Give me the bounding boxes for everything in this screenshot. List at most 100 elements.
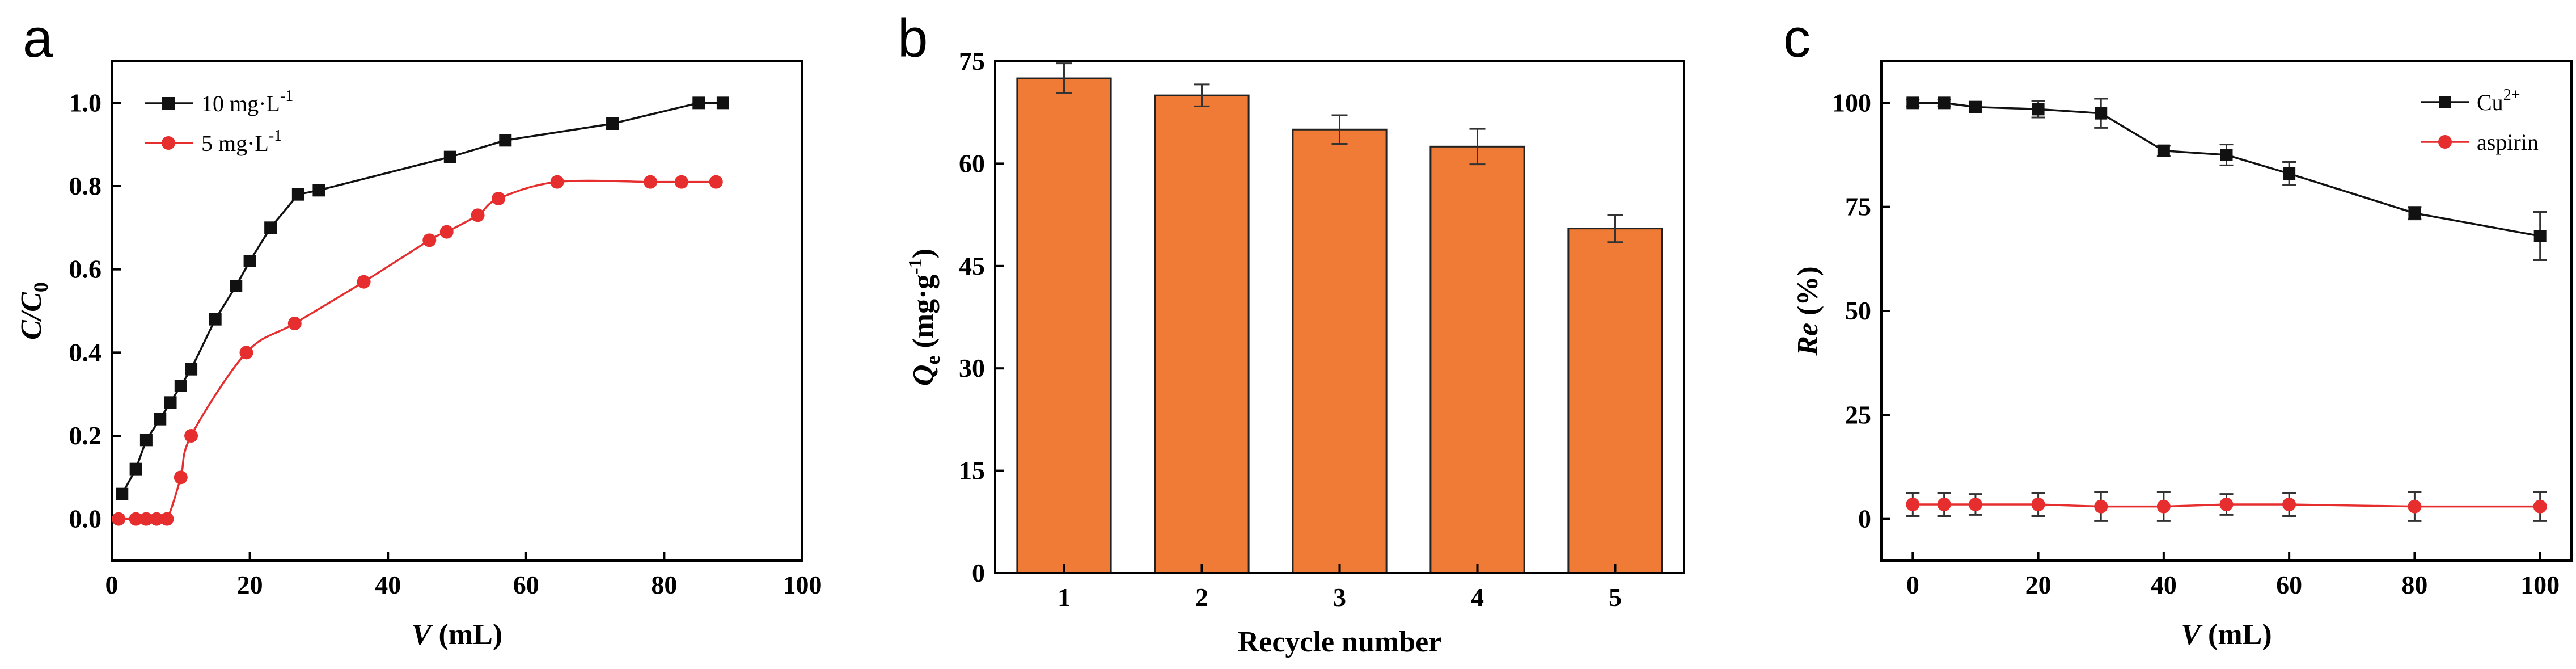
data-point <box>230 280 243 292</box>
x-tick-label: 100 <box>783 570 822 599</box>
plot-frame <box>111 60 803 562</box>
x-tick-label: 0 <box>105 570 119 599</box>
data-point <box>499 134 512 147</box>
x-tick-label: 80 <box>2401 570 2427 599</box>
data-point <box>160 512 174 526</box>
y-axis-unit-sup: -1 <box>905 258 926 274</box>
data-point <box>709 175 723 189</box>
y-tick-label: 100 <box>1832 88 1871 117</box>
legend-sup: -1 <box>280 87 293 105</box>
y-tick-label: 0.8 <box>69 171 102 200</box>
legend-name: 10 mg·L <box>201 91 280 116</box>
y-tick-label: 30 <box>959 354 985 382</box>
data-point <box>2157 144 2170 157</box>
x-tick-label: 4 <box>1471 583 1484 612</box>
panel-letter: c <box>1783 8 1811 69</box>
x-tick-label: 100 <box>2520 570 2560 599</box>
data-point <box>209 313 222 326</box>
data-point <box>129 462 142 476</box>
legend-entry: Cu2+ <box>2477 86 2520 115</box>
data-point <box>291 188 304 201</box>
data-point <box>439 225 454 239</box>
bar <box>1567 228 1663 574</box>
y-tick-label: 25 <box>1845 400 1871 429</box>
panel-a: a 0 20 40 60 80 100 0.0 0.2 0.4 0.6 0.8 1.0 V (mL) C/C… <box>15 8 822 651</box>
bar <box>1292 128 1388 574</box>
data-point <box>2032 103 2045 116</box>
data-point <box>1906 96 1919 110</box>
data-point <box>139 512 153 526</box>
panel-letter: b <box>898 8 928 69</box>
y-axis-sub: e <box>921 356 944 365</box>
data-point <box>184 429 198 443</box>
y-axis-unit: (mg·g <box>907 275 940 356</box>
x-axis-unit: (mL) <box>432 618 503 651</box>
y-axis-title: C/C0 <box>15 282 52 340</box>
legend-marker <box>2439 96 2451 108</box>
x-tick-label: 80 <box>651 570 677 599</box>
legend-name: 5 mg·L <box>201 131 269 156</box>
data-point <box>2156 499 2171 514</box>
series-line-1 <box>121 102 723 495</box>
data-point <box>287 317 302 330</box>
x-tick-label: 40 <box>375 570 401 599</box>
data-point <box>129 512 143 526</box>
series-line-2 <box>119 179 716 523</box>
data-point <box>243 255 256 267</box>
legend-sup: 2+ <box>2503 86 2520 104</box>
x-tick-label: 60 <box>2276 570 2302 599</box>
data-point <box>2220 149 2233 161</box>
x-tick-label: 5 <box>1609 583 1622 612</box>
data-point <box>471 208 485 222</box>
y-axis-close: ) <box>907 249 940 258</box>
data-point <box>2283 167 2296 180</box>
data-point <box>154 413 167 426</box>
data-point <box>2094 499 2108 514</box>
y-tick-label: 50 <box>1845 296 1871 325</box>
y-axis-unit: (%) <box>1792 266 1824 323</box>
y-tick-label: 0.2 <box>69 421 102 450</box>
data-point <box>550 175 564 189</box>
series-line-1 <box>1913 102 2540 237</box>
data-point <box>692 96 705 110</box>
y-tick-label: 0.6 <box>69 255 102 284</box>
legend-entry: 10 mg·L-1 <box>201 87 293 116</box>
data-point <box>2533 499 2547 514</box>
y-tick-label: 0.0 <box>69 504 102 533</box>
y-tick-label: 15 <box>959 456 985 485</box>
x-tick-label: 20 <box>2025 570 2052 599</box>
data-point <box>443 150 456 163</box>
legend-entry: 5 mg·L-1 <box>201 127 282 156</box>
data-point <box>1938 96 1951 110</box>
x-tick-label: 1 <box>1058 583 1071 612</box>
legend-name: Cu <box>2477 90 2503 115</box>
legend-sup: -1 <box>269 127 282 145</box>
y-tick-label: 45 <box>959 251 985 280</box>
data-point <box>312 184 325 197</box>
y-tick-label: 75 <box>1845 192 1871 221</box>
y-axis-title: Qe (mg·g-1) <box>905 249 944 386</box>
x-tick-label: 0 <box>1906 570 1919 599</box>
x-axis-unit: (mL) <box>2201 618 2272 651</box>
legend-name: aspirin <box>2477 129 2539 155</box>
x-tick-label: 2 <box>1195 583 1208 612</box>
y-tick-label: 75 <box>959 47 985 75</box>
plot-frame <box>1880 60 2573 562</box>
x-axis-var: V <box>412 618 434 651</box>
panel-c: c 0 20 40 60 80 100 0 25 50 75 100 V (mL) Re (%) Cu2+ a… <box>1783 8 2573 651</box>
data-point <box>150 512 164 526</box>
data-point <box>264 221 277 234</box>
x-tick-label: 20 <box>237 570 263 599</box>
data-point <box>1968 498 1982 511</box>
legend-entry: aspirin <box>2477 129 2539 155</box>
legend-marker <box>162 136 175 150</box>
data-point <box>606 117 619 130</box>
y-axis-var: Q <box>907 365 940 386</box>
data-point <box>2219 498 2234 511</box>
plot-frame <box>994 60 1685 574</box>
y-axis-var: C/C <box>15 292 48 340</box>
x-tick-label: 40 <box>2151 570 2177 599</box>
data-point <box>112 512 126 526</box>
data-point <box>2408 207 2421 220</box>
